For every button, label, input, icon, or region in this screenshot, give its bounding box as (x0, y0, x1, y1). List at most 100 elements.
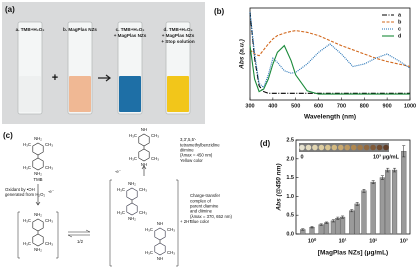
cuvette-label: + MagPlas NZs (162, 33, 195, 38)
group: NH (157, 221, 163, 226)
bar (349, 210, 355, 235)
bracket (17, 211, 59, 259)
scheme-label: + 2H⁺ (180, 219, 191, 224)
x-tick-label: 800 (360, 103, 369, 109)
bar (391, 169, 398, 235)
group: H₃C (117, 210, 125, 215)
panel-label: (c) (3, 131, 13, 140)
group: H₃C (129, 133, 137, 138)
inset-well (383, 144, 389, 151)
arrow (98, 74, 111, 82)
cuvette-label: c. TMB+H₂O₂ (116, 27, 145, 32)
legend-label: a (398, 12, 402, 18)
group: H₃C (23, 142, 31, 147)
scheme-label: and diimine (190, 209, 213, 214)
scheme-label: 1/2 (77, 239, 84, 244)
scheme-label: tetramethylbenzidine (180, 142, 220, 147)
legend-label: c (398, 26, 401, 32)
x-tick-label: 10⁰ (308, 237, 317, 244)
scheme-label: complex of (190, 198, 212, 203)
cuvette-label: a. TMB+H₂O₂ (16, 27, 45, 32)
inset-well (299, 144, 305, 151)
bar (339, 216, 346, 235)
inset-label: 10³ μg/mL (373, 153, 400, 160)
error-bar (386, 167, 390, 173)
group: CH₃ (139, 187, 147, 192)
cuvette-label: + MagPlas NZs (114, 33, 147, 38)
plot-frame (249, 7, 411, 101)
group: CH₃ (167, 250, 175, 255)
scheme-label: 3,3',5,5'- (180, 137, 197, 142)
group: H₃C (23, 218, 31, 223)
x-axis-label: Wavelength (nm) (304, 114, 356, 121)
scheme-label: diimine (180, 148, 194, 153)
scheme-label: TMB (33, 177, 42, 182)
error-bar (350, 209, 354, 213)
arrow (141, 165, 147, 176)
group: H₃C (117, 187, 125, 192)
x-tick-label: 400 (268, 103, 277, 109)
inset-well (337, 144, 344, 151)
scheme-label: parent diamine (190, 204, 219, 209)
inset-well (350, 144, 357, 151)
legend-label: d (398, 33, 401, 39)
group: CH₃ (45, 218, 53, 223)
group: CH₃ (45, 241, 53, 246)
bar (361, 190, 367, 235)
group: H₃C (145, 227, 153, 232)
group: H₃C (23, 241, 31, 246)
scheme-label: (λmax = 370, 652 nm) (190, 214, 232, 219)
bar (323, 222, 330, 235)
series-line (249, 44, 410, 95)
scheme-label: (λmax = 450 nm) (180, 153, 213, 158)
group: NH₂ (128, 216, 136, 221)
x-tick-label: 10¹ (339, 237, 347, 244)
equilibrium (67, 229, 91, 238)
inset-well (376, 144, 383, 151)
error-bar (310, 226, 314, 229)
bar (370, 181, 376, 235)
x-tick-label: 10² (369, 237, 377, 244)
scheme-label: generated from H₂O₂ (5, 192, 45, 197)
inset-well (325, 144, 331, 151)
group: NH₂ (34, 212, 42, 217)
scheme-label: -e⁻ (115, 169, 121, 174)
bracket (109, 179, 179, 267)
scheme-label: Oxidant by •OH (5, 187, 35, 192)
bar (318, 224, 324, 235)
error-bar (325, 221, 329, 224)
x-tick-label: 10³ (400, 237, 408, 244)
inset-well (312, 144, 318, 151)
scheme-label: Yellow color (180, 158, 203, 163)
group: CH₃ (139, 210, 147, 215)
x-tick-label: 600 (314, 103, 323, 109)
series-line (249, 12, 411, 89)
scheme-label: Blue color (190, 219, 210, 224)
inset-well (357, 144, 363, 151)
panel-label: (a) (5, 5, 15, 14)
cuvette-label: + Stop solution (161, 39, 194, 44)
panel-label: (d) (260, 139, 271, 148)
inset-well (363, 144, 370, 151)
inset-label: 0 (300, 154, 303, 160)
x-axis-label: [MagPlas NZs] (μg/mL) (318, 250, 388, 257)
x-tick-label: 1000 (404, 103, 416, 109)
error-bar (355, 202, 359, 206)
bar (309, 227, 315, 235)
group: CH₃ (45, 142, 53, 147)
group: NH₂ (34, 247, 42, 252)
error-bar (371, 180, 375, 184)
arrow (35, 184, 41, 206)
group: H₃C (145, 250, 153, 255)
group: H₃C (129, 156, 137, 161)
inset-well (318, 144, 325, 151)
group: NH (141, 127, 147, 132)
inset-well (331, 144, 338, 151)
group: H₃C (23, 165, 31, 170)
error-bar (331, 219, 335, 223)
y-axis-label: Abs (@450 nm) (276, 163, 283, 211)
cuvette-liquid (167, 76, 189, 112)
error-bar (301, 228, 305, 231)
scheme-label: Charge-transfer (190, 193, 221, 198)
error-bar (336, 216, 340, 220)
